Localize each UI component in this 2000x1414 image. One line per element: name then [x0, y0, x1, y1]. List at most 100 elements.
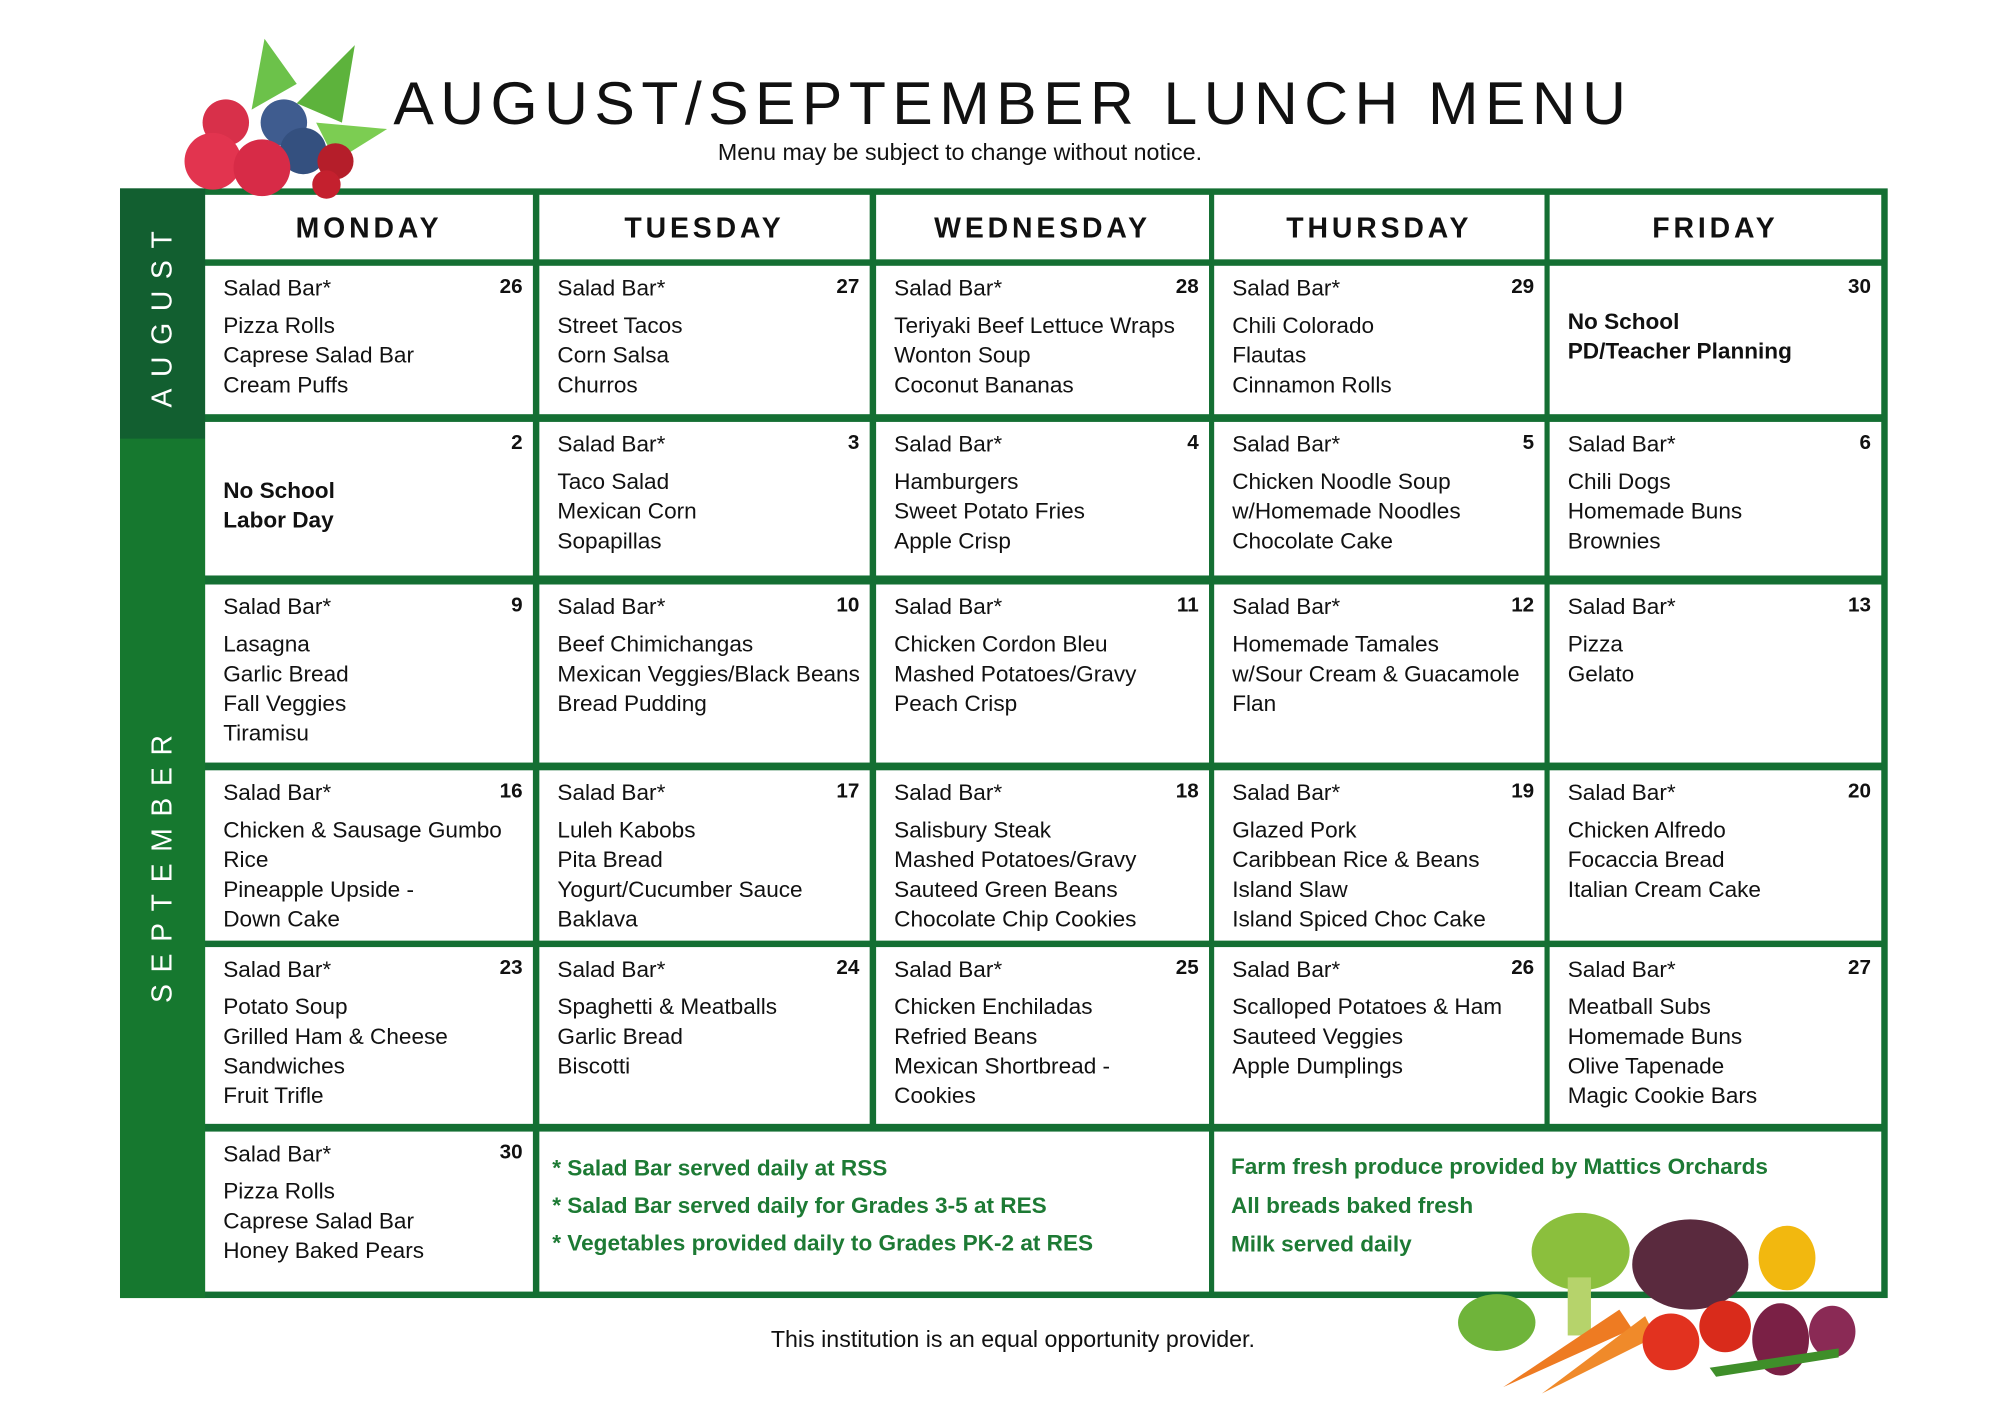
day-header-thursday: THURSDAY [1214, 194, 1545, 260]
date-number: 16 [499, 780, 523, 803]
date-number: 17 [836, 780, 860, 803]
menu-item: Tiramisu [223, 719, 309, 746]
salad-bar-item: Salad Bar* [894, 274, 1003, 301]
salad-bar-item: Salad Bar* [557, 430, 666, 457]
menu-item: Italian Cream Cake [1567, 876, 1761, 902]
footer-text: This institution is an equal opportunity… [770, 1326, 1255, 1353]
day-header-monday: MONDAY [205, 194, 533, 260]
september-band [119, 438, 206, 1299]
menu-item: w/Homemade Noodles [1232, 498, 1461, 524]
menu-item: Honey Baked Pears [223, 1237, 425, 1264]
menu-item: Pizza Rolls [223, 1178, 335, 1204]
month-label-september: SEPTEMBER [145, 723, 179, 1004]
menu-item: No School [223, 477, 335, 504]
date-number: 11 [1176, 594, 1199, 617]
salad-bar-item: Salad Bar* [894, 956, 1003, 982]
menu-item: Lasagna [223, 630, 310, 657]
day-cell: 24 Salad Bar* Spaghetti & Meatballs Garlic … [539, 947, 870, 1124]
day-header-wednesday: WEDNESDAY [876, 194, 1210, 260]
menu-item: Sauteed Veggies [1232, 1023, 1403, 1050]
menu-item: Mashed Potatoes/Gravy [894, 846, 1137, 873]
menu-item: Churros [557, 371, 638, 398]
salad-bar-item: Salad Bar* [894, 430, 1003, 457]
salad-bar-item: Salad Bar* [223, 779, 332, 806]
salad-bar-item: Salad Bar* [1232, 779, 1341, 806]
menu-item: Mexican Veggies/Black Beans [557, 660, 860, 687]
day-cell: 29 Salad Bar* Chili Colorado Flautas Cinnamo… [1214, 265, 1545, 415]
day-cell: 27 Salad Bar* Meatball Subs Homemade Buns Ol… [1549, 947, 1882, 1124]
day-header-friday: FRIDAY [1549, 194, 1882, 260]
day-cell: 13 Salad Bar* Pizza Gelato [1549, 584, 1882, 763]
menu-item: Meatball Subs [1567, 993, 1711, 1020]
menu-item: Biscotti [557, 1052, 631, 1079]
menu-item: Chili Colorado [1232, 312, 1375, 339]
august-band [119, 188, 206, 439]
menu-item: Homemade Tamales [1232, 630, 1439, 657]
menu-item: Homemade Buns [1567, 1023, 1743, 1050]
menu-item: Focaccia Bread [1567, 846, 1725, 873]
menu-item: Mashed Potatoes/Gravy [894, 660, 1137, 687]
menu-item: Garlic Bread [223, 660, 349, 687]
salad-bar-item: Salad Bar* [1232, 430, 1341, 457]
date-number: 24 [836, 957, 860, 980]
day-cell: 26 Salad Bar* Scalloped Potatoes & Ham Saut… [1214, 947, 1545, 1124]
menu-item: Chicken Enchiladas [894, 993, 1093, 1020]
day-cell: 3 Salad Bar* Taco Salad Mexican Corn Sopapil… [539, 421, 870, 576]
menu-item: Chocolate Cake [1232, 527, 1393, 554]
date-number: 28 [1175, 276, 1199, 299]
salad-bar-item: Salad Bar* [1232, 274, 1341, 301]
menu-item: Chili Dogs [1567, 468, 1671, 495]
menu-item: Brownies [1567, 527, 1661, 554]
date-number: 10 [836, 594, 860, 617]
note: * Salad Bar served daily at RSS [552, 1154, 888, 1181]
menu-item: Island Spiced Choc Cake [1232, 905, 1486, 932]
menu-item: Teriyaki Beef Lettuce Wraps [894, 312, 1175, 339]
salad-bar-item: Salad Bar* [223, 1140, 332, 1167]
day-cell: 25 Salad Bar* Chicken Enchiladas Refried Be… [876, 947, 1210, 1124]
date-number: 26 [499, 276, 523, 299]
menu-item: Mexican Shortbread - [894, 1052, 1111, 1079]
salad-bar-item: Salad Bar* [223, 274, 332, 301]
date-number: 27 [1847, 957, 1871, 980]
vegetables-image [1458, 1212, 1856, 1394]
day-cell: 5 Salad Bar* Chicken Noodle Soup w/Homemade… [1214, 421, 1545, 576]
menu-item: Garlic Bread [557, 1023, 683, 1050]
date-number: 3 [847, 432, 860, 455]
menu-item: Corn Salsa [557, 341, 670, 368]
menu-item: Caprese Salad Bar [223, 1207, 415, 1234]
day-cell: 4 Salad Bar* Hamburgers Sweet Potato Fries A… [876, 421, 1210, 576]
menu-item: Caprese Salad Bar [223, 341, 415, 368]
salad-bar-item: Salad Bar* [1232, 593, 1341, 620]
day-cell: 23 Salad Bar* Potato Soup Grilled Ham & Che… [205, 947, 533, 1124]
date-number: 20 [1847, 780, 1871, 803]
date-number: 13 [1847, 594, 1871, 617]
menu-item: Cinnamon Rolls [1232, 371, 1392, 398]
salad-bar-item: Salad Bar* [557, 593, 666, 620]
date-number: 26 [1511, 957, 1535, 980]
day-cell: 6 Salad Bar* Chili Dogs Homemade Buns Browni… [1549, 421, 1882, 576]
menu-item: Peach Crisp [894, 690, 1018, 717]
day-cell: 11 Salad Bar* Chicken Cordon Bleu Mashed Po… [876, 584, 1210, 763]
menu-item: Refried Beans [894, 1023, 1038, 1050]
menu-item: Chicken Noodle Soup [1232, 468, 1451, 495]
day-cell: 19 Salad Bar* Glazed Pork Caribbean Rice & … [1214, 770, 1545, 941]
menu-item: Chicken Cordon Bleu [894, 630, 1108, 657]
menu-item: Apple Crisp [894, 527, 1011, 554]
menu-item: Labor Day [223, 507, 334, 533]
day-cell: 12 Salad Bar* Homemade Tamales w/Sour Cream… [1214, 584, 1545, 763]
menu-item: Chocolate Chip Cookies [894, 905, 1137, 932]
menu-item: Down Cake [223, 905, 340, 932]
menu-item: Chicken Alfredo [1567, 816, 1726, 843]
menu-item: Chicken & Sausage Gumbo [223, 816, 502, 843]
menu-item: Glazed Pork [1232, 816, 1357, 843]
day-cell: 9 Salad Bar* Lasagna Garlic Bread Fall Veggi… [205, 584, 533, 763]
menu-item: Gelato [1567, 660, 1635, 687]
menu-item: Magic Cookie Bars [1567, 1082, 1758, 1109]
menu-item: Mexican Corn [557, 498, 697, 524]
menu-item: w/Sour Cream & Guacamole [1232, 660, 1520, 687]
menu-item: Scalloped Potatoes & Ham [1232, 993, 1503, 1020]
page-title: AUGUST/SEPTEMBER LUNCH MENU [393, 68, 1633, 137]
menu-item: Flan [1232, 690, 1277, 717]
menu-item: PD/Teacher Planning [1567, 338, 1792, 364]
salad-bar-item: Salad Bar* [1232, 956, 1341, 982]
